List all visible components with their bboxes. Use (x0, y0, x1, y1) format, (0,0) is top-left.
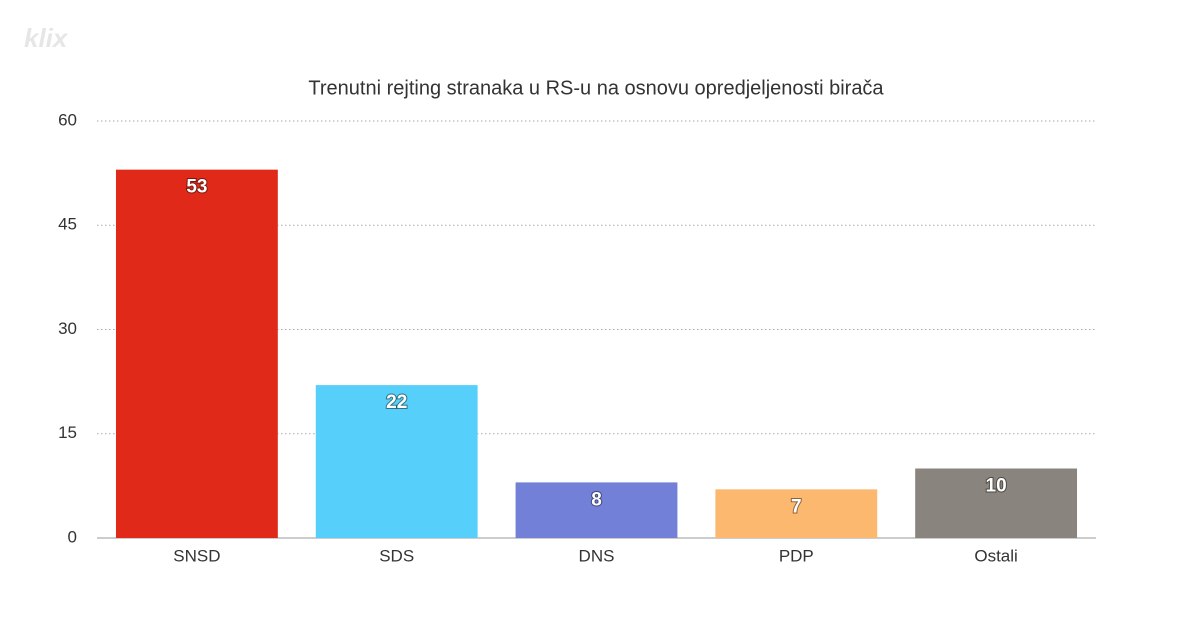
y-tick-label: 15 (58, 423, 77, 442)
bar (115, 169, 278, 538)
value-label: 8 (591, 489, 602, 510)
bar (315, 385, 478, 538)
value-label: 53 (186, 177, 207, 198)
x-tick-label: Ostali (974, 546, 1017, 565)
y-tick-label: 30 (58, 319, 77, 338)
x-tick-label: SNSD (173, 546, 220, 565)
bar (515, 482, 678, 538)
bar (915, 468, 1078, 538)
x-tick-label: SDS (379, 546, 414, 565)
value-label: 10 (986, 476, 1007, 497)
bar (715, 489, 878, 538)
value-label: 22 (386, 392, 407, 413)
logo: klix (24, 23, 69, 53)
x-tick-label: PDP (779, 546, 814, 565)
x-tick-label: DNS (579, 546, 615, 565)
chart-title: Trenutni rejting stranaka u RS-u na osno… (308, 77, 884, 99)
value-label: 7 (791, 496, 802, 517)
y-tick-label: 60 (58, 110, 77, 129)
y-tick-label: 0 (68, 527, 77, 546)
y-tick-label: 45 (58, 215, 77, 234)
